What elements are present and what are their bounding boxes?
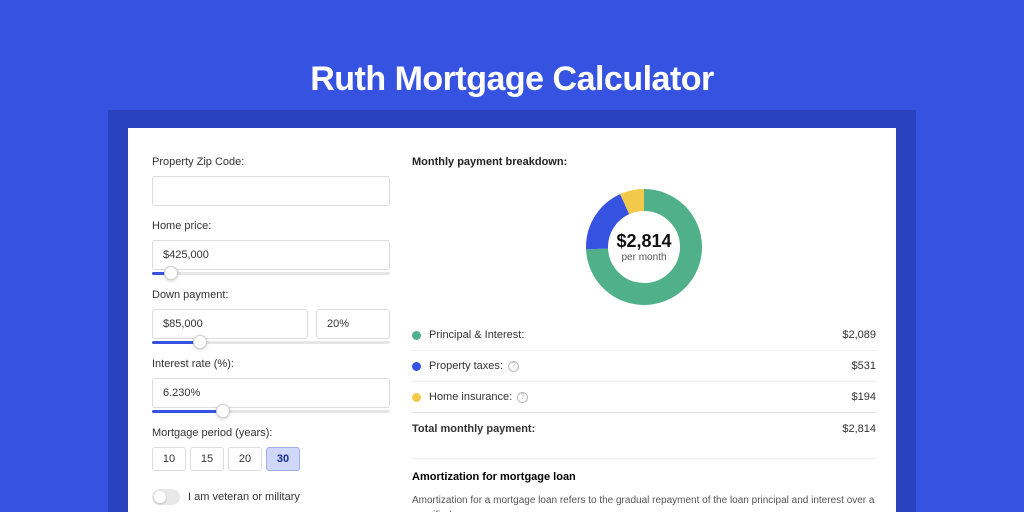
period-option-20[interactable]: 20 [228,447,262,471]
amortization-heading: Amortization for mortgage loan [412,471,876,483]
period-option-10[interactable]: 10 [152,447,186,471]
info-icon[interactable]: ? [517,392,528,403]
page: Ruth Mortgage Calculator Property Zip Co… [0,0,1024,512]
amortization-text: Amortization for a mortgage loan refers … [412,493,876,512]
breakdown-label: Property taxes:? [429,360,852,372]
period-label: Mortgage period (years): [152,427,390,439]
interest-rate-slider[interactable] [152,410,390,413]
breakdown-row-taxes: Property taxes:?$531 [412,350,876,381]
interest-rate-input[interactable] [152,378,390,408]
veteran-label: I am veteran or military [188,491,300,503]
form-panel: Property Zip Code: Home price: Down paym… [128,128,390,512]
breakdown-value: $2,089 [842,329,876,341]
amortization-section: Amortization for mortgage loan Amortizat… [412,458,876,512]
calculator-card: Property Zip Code: Home price: Down paym… [128,128,896,512]
page-title: Ruth Mortgage Calculator [0,0,1024,113]
breakdown-label: Principal & Interest: [429,329,842,341]
zip-input[interactable] [152,176,390,206]
breakdown-label: Home insurance:? [429,391,852,403]
slider-thumb[interactable] [216,404,230,418]
donut-wrap: $2,814 per month [412,178,876,320]
down-payment-field: Down payment: [152,289,390,344]
total-value: $2,814 [842,423,876,435]
home-price-label: Home price: [152,220,390,232]
period-options: 10152030 [152,447,390,471]
down-payment-pct-input[interactable] [316,309,390,339]
home-price-field: Home price: [152,220,390,275]
veteran-toggle[interactable] [152,489,180,505]
donut-center: $2,814 per month [579,182,709,312]
home-price-input[interactable] [152,240,390,270]
donut-sub: per month [621,252,666,263]
slider-thumb[interactable] [164,266,178,280]
down-payment-slider[interactable] [152,341,390,344]
info-icon[interactable]: ? [508,361,519,372]
total-label: Total monthly payment: [412,423,842,435]
breakdown-value: $531 [852,360,876,372]
legend-dot [412,331,421,340]
breakdown-value: $194 [852,391,876,403]
veteran-row: I am veteran or military [152,489,390,505]
breakdown-row-insurance: Home insurance:?$194 [412,381,876,412]
period-option-30[interactable]: 30 [266,447,300,471]
period-option-15[interactable]: 15 [190,447,224,471]
period-field: Mortgage period (years): 10152030 [152,427,390,471]
toggle-knob [154,491,166,503]
legend-dot [412,393,421,402]
breakdown-panel: Monthly payment breakdown: $2,814 per mo… [390,128,896,512]
interest-rate-field: Interest rate (%): [152,358,390,413]
zip-label: Property Zip Code: [152,156,390,168]
interest-rate-label: Interest rate (%): [152,358,390,370]
down-payment-label: Down payment: [152,289,390,301]
payment-donut: $2,814 per month [579,182,709,312]
total-row: Total monthly payment: $2,814 [412,412,876,444]
donut-amount: $2,814 [616,231,671,252]
breakdown-rows: Principal & Interest:$2,089Property taxe… [412,320,876,412]
zip-field: Property Zip Code: [152,156,390,206]
slider-thumb[interactable] [193,335,207,349]
home-price-slider[interactable] [152,272,390,275]
breakdown-row-principal: Principal & Interest:$2,089 [412,320,876,350]
legend-dot [412,362,421,371]
down-payment-input[interactable] [152,309,308,339]
breakdown-heading: Monthly payment breakdown: [412,156,876,168]
